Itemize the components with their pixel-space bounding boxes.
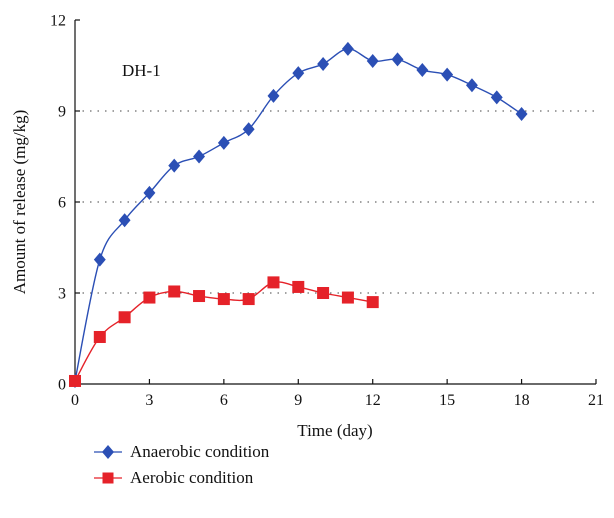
data-point bbox=[69, 374, 81, 387]
y-tick-label: 3 bbox=[58, 286, 66, 303]
square-marker-icon bbox=[94, 472, 122, 484]
data-point bbox=[515, 107, 528, 122]
data-point bbox=[292, 280, 305, 293]
data-point bbox=[441, 67, 454, 82]
y-tick-label: 9 bbox=[58, 104, 66, 121]
data-point bbox=[168, 285, 181, 298]
data-point bbox=[267, 88, 280, 103]
series bbox=[69, 41, 528, 388]
ticks: 0 3 6 9 12 0 3 6 9 12 15 18 21 bbox=[50, 13, 604, 410]
data-point bbox=[242, 122, 255, 137]
data-point bbox=[93, 252, 106, 267]
data-point bbox=[292, 66, 305, 81]
data-point bbox=[143, 291, 156, 304]
x-tick-label: 6 bbox=[220, 392, 228, 409]
chart-annotation: DH-1 bbox=[122, 61, 161, 80]
x-tick-label: 18 bbox=[514, 392, 530, 409]
data-point bbox=[490, 90, 503, 105]
y-tick-label: 6 bbox=[58, 195, 66, 212]
gridlines bbox=[75, 110, 596, 294]
data-point bbox=[242, 293, 255, 306]
x-tick-label: 21 bbox=[588, 392, 604, 409]
y-tick-label: 12 bbox=[50, 13, 66, 30]
data-point bbox=[217, 135, 230, 150]
data-point bbox=[366, 296, 379, 309]
data-point bbox=[317, 56, 330, 71]
legend-label-anaerobic: Anaerobic condition bbox=[130, 442, 270, 461]
data-point bbox=[143, 185, 156, 200]
data-point bbox=[193, 290, 206, 303]
data-point bbox=[118, 213, 131, 228]
x-tick-label: 15 bbox=[439, 392, 455, 409]
data-point bbox=[466, 78, 478, 93]
data-point bbox=[118, 311, 131, 324]
data-point bbox=[217, 293, 230, 306]
legend-label-aerobic: Aerobic condition bbox=[130, 468, 254, 487]
x-tick-label: 9 bbox=[294, 392, 302, 409]
data-point bbox=[93, 330, 106, 343]
data-point bbox=[366, 53, 379, 68]
data-point bbox=[267, 276, 280, 289]
data-point bbox=[391, 52, 404, 67]
series-line bbox=[74, 48, 522, 382]
data-point bbox=[317, 287, 330, 299]
y-tick-label: 0 bbox=[58, 377, 66, 394]
diamond-marker-icon bbox=[94, 445, 122, 459]
x-tick-label: 12 bbox=[365, 392, 381, 409]
x-tick-label: 3 bbox=[145, 392, 153, 409]
x-tick-label: 0 bbox=[71, 392, 79, 409]
data-point bbox=[341, 41, 354, 56]
data-point bbox=[416, 63, 429, 78]
x-axis-title: Time (day) bbox=[297, 421, 372, 440]
data-point bbox=[193, 149, 205, 164]
data-point bbox=[341, 291, 354, 304]
y-axis-title: Amount of release (mg/kg) bbox=[10, 110, 29, 295]
data-point bbox=[168, 158, 181, 173]
